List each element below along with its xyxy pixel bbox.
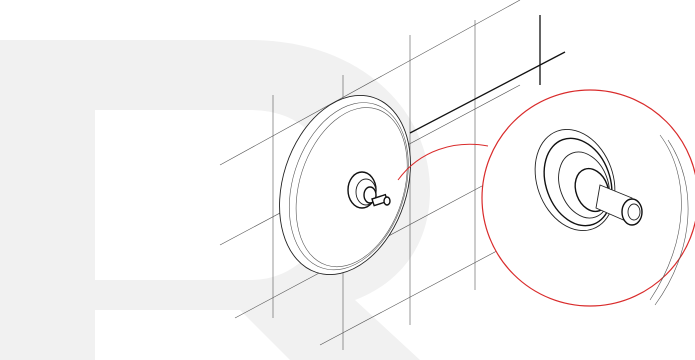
zoom-detail [534,128,689,306]
disc [279,94,411,276]
black-lines [409,15,566,134]
valve [347,171,391,209]
callout-line [397,143,489,181]
